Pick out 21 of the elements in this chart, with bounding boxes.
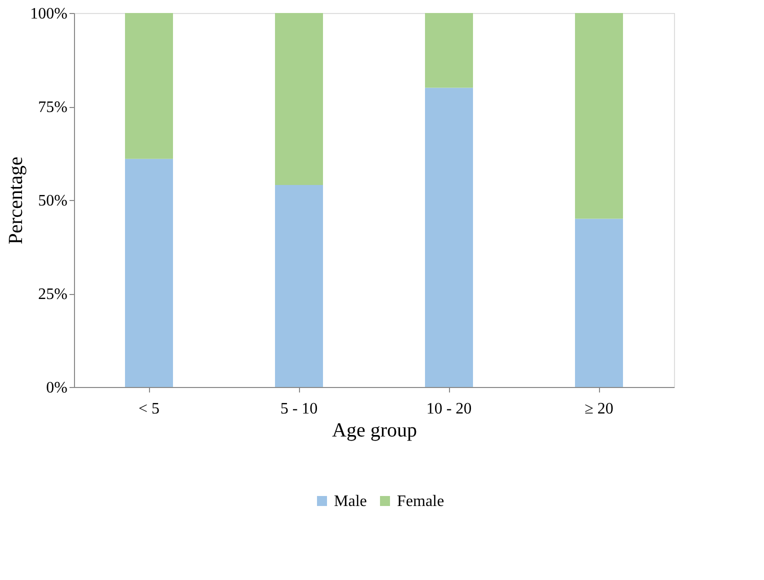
y-tick-label: 100%	[30, 6, 68, 22]
bar	[125, 13, 173, 159]
bar	[425, 88, 473, 387]
bar	[575, 13, 623, 219]
legend-label: Female	[397, 493, 444, 510]
y-tick-label: 50%	[38, 192, 68, 210]
y-tick-label: 75%	[38, 99, 68, 116]
x-axis-title: Age group	[332, 420, 417, 442]
x-tick-label: 5 - 10	[280, 400, 318, 418]
bar	[275, 185, 323, 387]
legend-label: Male	[334, 493, 367, 510]
bar	[275, 13, 323, 186]
bar	[425, 13, 473, 88]
y-axis-title: Percentage	[5, 156, 28, 244]
y-tick-label: 0%	[46, 380, 68, 396]
x-tick-label: ≥ 20	[584, 400, 614, 418]
bar	[125, 158, 173, 387]
x-tick-label: 10 - 20	[426, 400, 472, 418]
bar	[575, 218, 623, 387]
x-tick-label: < 5	[138, 400, 160, 418]
y-tick-label: 25%	[38, 286, 68, 303]
